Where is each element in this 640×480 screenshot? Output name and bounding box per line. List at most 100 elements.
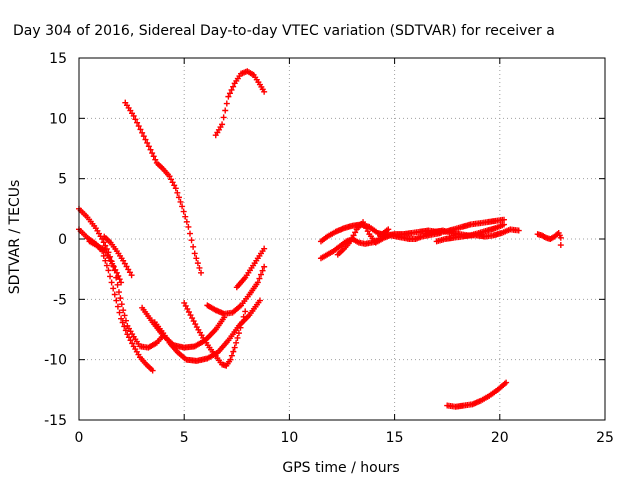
data-point [385, 226, 392, 233]
series-arc-6 [86, 238, 125, 286]
data-point [116, 276, 123, 283]
data-point [503, 379, 510, 386]
data-point [122, 327, 129, 334]
data-point [150, 153, 157, 160]
data-point [364, 228, 371, 235]
y-tick-label: -10 [44, 353, 67, 369]
data-point [116, 309, 123, 316]
y-tick-label: -5 [53, 292, 67, 308]
data-point [130, 112, 137, 119]
data-point [147, 146, 154, 153]
data-point [145, 143, 152, 150]
series-arc-17 [534, 229, 564, 249]
data-point [114, 303, 121, 310]
data-point [196, 264, 203, 271]
data-point [113, 297, 120, 304]
data-point [118, 315, 125, 322]
data-point [515, 227, 522, 234]
data-point [124, 331, 131, 338]
data-point [137, 126, 144, 133]
data-point [121, 312, 128, 319]
data-point [261, 245, 268, 252]
data-point [113, 269, 120, 276]
series-arc-3 [76, 205, 167, 351]
data-point [134, 119, 141, 126]
data-point [234, 334, 241, 341]
data-point [361, 222, 368, 229]
data-point [102, 257, 109, 264]
data-point [186, 230, 193, 237]
series-arc-14 [334, 219, 392, 258]
data-point [108, 279, 115, 286]
data-point [237, 324, 244, 331]
data-point [231, 344, 238, 351]
x-tick-label: 0 [75, 430, 84, 446]
data-point [129, 340, 136, 347]
data-point [132, 116, 139, 123]
data-point [181, 299, 188, 306]
data-point [109, 260, 116, 267]
data-point [111, 291, 118, 298]
data-point [194, 260, 201, 267]
data-point [348, 235, 355, 242]
data-point [119, 319, 126, 326]
data-point [168, 176, 175, 183]
data-point [191, 250, 198, 257]
data-point [102, 242, 109, 249]
data-point [139, 129, 146, 136]
data-point [261, 88, 268, 95]
data-point [239, 319, 246, 326]
data-point [557, 242, 564, 249]
data-point [256, 297, 263, 304]
data-point [144, 139, 151, 146]
chart-title: Day 304 of 2016, Sidereal Day-to-day VTE… [13, 23, 555, 39]
y-tick-label: 0 [58, 232, 67, 248]
data-point [118, 301, 125, 308]
data-point [152, 156, 159, 163]
data-point [501, 221, 508, 228]
data-point [347, 238, 354, 245]
data-point [240, 313, 247, 320]
grid-lines [79, 58, 605, 420]
x-tick-label: 20 [491, 430, 509, 446]
data-point [140, 133, 147, 140]
series-arc-8 [151, 297, 263, 364]
data-point [190, 318, 197, 325]
data-point [122, 317, 129, 324]
data-point [183, 218, 190, 225]
data-point [182, 302, 189, 309]
data-point [190, 243, 197, 250]
data-point [115, 289, 122, 296]
data-point [110, 263, 117, 270]
data-point [112, 266, 119, 273]
data-point [174, 189, 181, 196]
data-point [257, 271, 264, 278]
data-point [149, 150, 156, 157]
data-point [198, 269, 205, 276]
data-point [166, 173, 173, 180]
data-point [228, 352, 235, 359]
data-point [259, 267, 266, 274]
x-axis-label: GPS time / hours [282, 460, 399, 476]
data-point [228, 86, 235, 93]
y-tick-label: 5 [58, 172, 67, 188]
data-point [115, 273, 122, 280]
data-point [172, 185, 179, 192]
series-arc-10 [204, 263, 268, 317]
x-tick-label: 10 [280, 430, 298, 446]
data-point [107, 257, 114, 264]
series-arc-16 [433, 221, 508, 245]
data-point [175, 194, 182, 201]
data-point [118, 279, 125, 286]
x-tick-label: 5 [180, 430, 189, 446]
data-point [352, 229, 359, 236]
data-point [105, 267, 112, 274]
data-point [350, 232, 357, 239]
data-point [227, 356, 234, 363]
y-tick-label: -15 [44, 413, 67, 429]
series-arc-11 [233, 245, 268, 291]
data-point [117, 295, 124, 302]
data-point [233, 339, 240, 346]
plot-frame [78, 57, 606, 421]
data-point [254, 279, 261, 286]
